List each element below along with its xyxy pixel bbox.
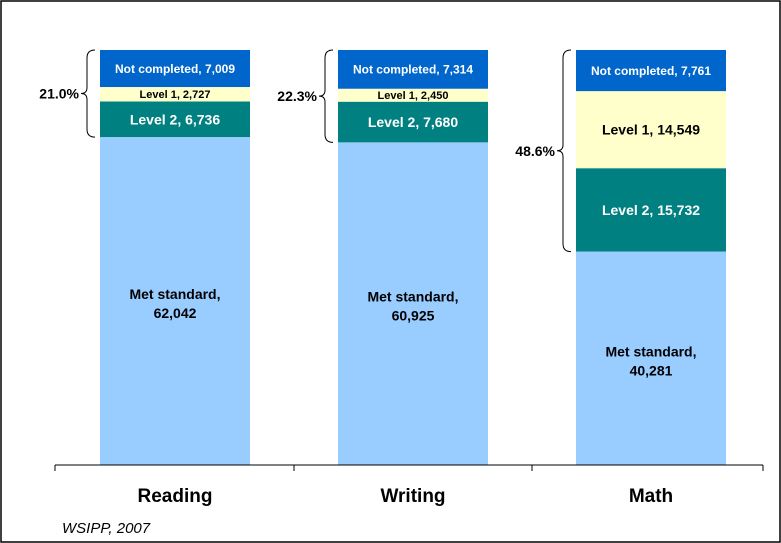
bar-writing-nc	[338, 50, 488, 89]
label-math-met-value: 40,281	[630, 362, 673, 378]
label-writing-l2: Level 2, 7,680	[368, 114, 459, 130]
label-math-l2: Level 2, 15,732	[602, 202, 700, 218]
bar-math-l2	[576, 168, 726, 252]
bar-reading-l2	[100, 101, 250, 138]
source-note: WSIPP, 2007	[62, 520, 151, 537]
bracket-writing	[318, 49, 334, 143]
x-tick-label-writing: Writing	[380, 486, 445, 507]
bar-writing-met	[338, 142, 488, 465]
bracket-label-reading: 21.0%	[39, 86, 79, 102]
bar-reading-met	[100, 137, 250, 466]
label-writing-l1: Level 1, 2,450	[378, 90, 449, 102]
bar-math-nc	[576, 50, 726, 92]
x-tick-label-reading: Reading	[138, 486, 213, 507]
label-reading-met-value: 62,042	[154, 305, 197, 321]
bar-reading-nc	[100, 50, 250, 88]
label-writing-met-name: Met standard,	[367, 289, 458, 305]
label-reading-l2: Level 2, 6,736	[130, 111, 221, 127]
label-math-met-name: Met standard,	[605, 343, 696, 359]
plot-area: Met standard, 62,042 Level 2, 6,736 Level 1…	[39, 49, 764, 507]
label-math-l1: Level 1, 14,549	[602, 122, 700, 138]
bracket-label-math: 48.6%	[515, 143, 555, 159]
bracket-math	[556, 49, 572, 253]
label-math-nc: Not completed, 7,761	[591, 64, 711, 78]
label-writing-met-value: 60,925	[392, 308, 435, 324]
bar-math-l1	[576, 91, 726, 169]
label-reading-nc: Not completed, 7,009	[115, 62, 235, 76]
bar-reading-l1	[100, 87, 250, 102]
bar-writing-l2	[338, 101, 488, 143]
label-reading-l1: Level 1, 2,727	[140, 89, 211, 101]
bracket-label-writing: 22.3%	[277, 88, 317, 104]
bar-math-met	[576, 251, 726, 465]
label-reading-met-name: Met standard,	[129, 286, 220, 302]
bracket-reading	[80, 49, 96, 138]
label-writing-nc: Not completed, 7,314	[353, 63, 473, 77]
bar-writing-l1	[338, 88, 488, 102]
x-tick-label-math: Math	[629, 486, 673, 507]
